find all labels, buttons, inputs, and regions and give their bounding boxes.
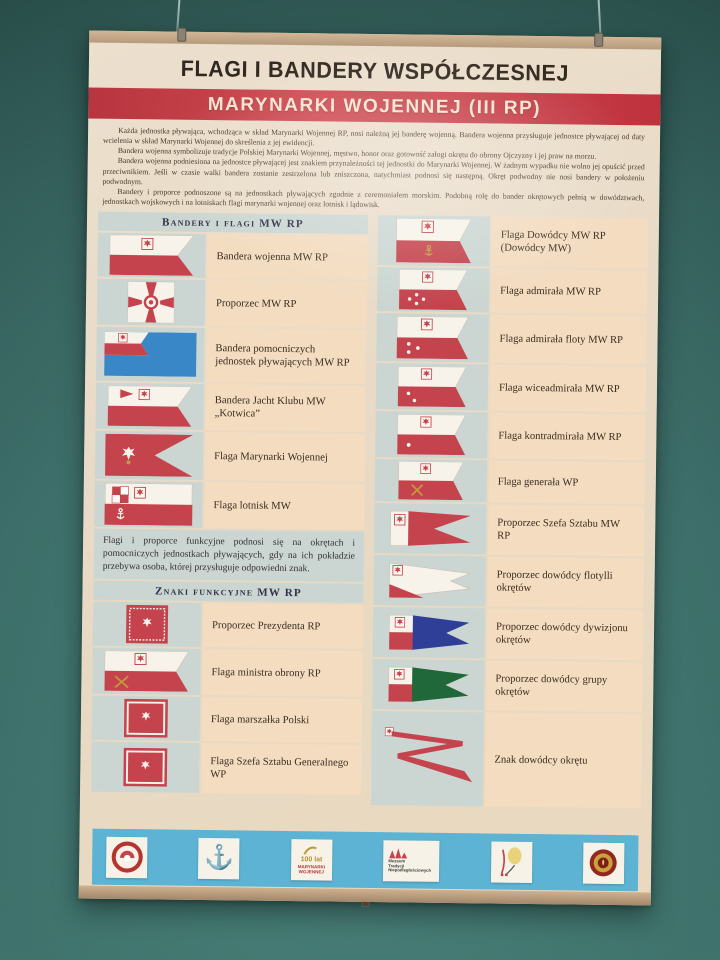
table-row: Proporzec dowódcy grupy okrętów — [372, 659, 643, 713]
navy-flags-poster: FLAGI I BANDERY WSPÓŁCZESNEJ MARYNARKI W… — [78, 27, 662, 908]
flag-label: Flaga lotnisk MW — [204, 482, 365, 531]
flag-label: Proporzec dowódcy dywizjonu okrętów — [486, 608, 644, 661]
table-row: Bandera wojenna MW RP — [97, 232, 368, 281]
flag-label: Flaga ministra obrony RP — [202, 649, 363, 698]
flag-label: Proporzec MW RP — [206, 280, 368, 329]
logo-100-line3: WOJENNEJ — [298, 869, 324, 875]
admiral-of-fleet-three-stars-flag-icon — [376, 313, 489, 363]
flag-label: Flaga generała WP — [488, 460, 646, 505]
table-row: Znak dowódcy okrętu — [370, 711, 643, 809]
poster-clip-top-left — [177, 27, 187, 42]
group-commander-green-pennant-icon — [372, 659, 485, 711]
flag-label: Flaga wiceadmirała MW RP — [489, 364, 647, 413]
flag-label: Znak dowódcy okrętu — [484, 712, 643, 809]
table-row: Bandera pomocniczych jednostek pływający… — [96, 326, 367, 385]
table-row: Flaga admirała MW RP — [376, 267, 648, 315]
museum-logo-icon: Muzeum Tradycji Niepodległościowych — [383, 839, 440, 882]
general-crossed-batons-flag-icon — [374, 459, 488, 503]
table-row: Proporzec dowódcy flotylli okrętów — [373, 555, 644, 609]
president-square-jack-icon — [92, 601, 202, 648]
table-row: Flaga Marynarki Wojennej — [94, 430, 366, 483]
flag-label: Bandera wojenna MW RP — [207, 234, 368, 281]
flag-label: Proporzec Szefa Sztabu MW RP — [487, 504, 645, 557]
right-column: Flaga Dowódcy MW RP (Dowódcy MW) Flaga a… — [370, 215, 649, 810]
logo-100-line1: 100 lat — [300, 855, 323, 864]
ship-commander-zigzag-streamer-icon — [370, 711, 485, 807]
poster-subtitle: MARYNARKI WOJENNEJ (III RP) — [207, 93, 542, 119]
flag-label: Bandera pomocniczych jednostek pływający… — [206, 328, 367, 385]
flag-label: Flaga marszałka Polski — [201, 697, 363, 744]
poster-subtitle-band: MARYNARKI WOJENNEJ (III RP) — [88, 87, 661, 126]
table-row: Flaga wiceadmirała MW RP — [375, 363, 647, 413]
museum-logo-line3: Niepodległościowych — [388, 867, 432, 874]
flag-tables: Bandery i flagi MW RP Bandera wojenna MW… — [91, 211, 649, 811]
navy-swallowtail-flag-icon — [94, 430, 204, 481]
poster-top-rail — [89, 30, 662, 50]
table-row: Proporzec Prezydenta RP — [92, 601, 364, 650]
yacht-club-kotwica-flag-icon — [95, 382, 205, 431]
table-row: Flaga kontradmirała MW RP — [375, 411, 646, 461]
naval-airfield-flag-icon — [94, 480, 203, 529]
poster-clip-top-right — [594, 32, 604, 47]
table-row: Proporzec Szefa Sztabu MW RP — [373, 503, 645, 557]
rear-admiral-one-star-flag-icon — [375, 411, 488, 459]
chief-of-staff-red-pennant-icon — [373, 503, 487, 555]
gold-crown-anchor-emblem-logo-icon: ⚓ — [198, 837, 240, 879]
table-row: Flaga lotnisk MW — [94, 480, 365, 531]
vice-admiral-two-stars-flag-icon — [375, 363, 489, 411]
poster-title: FLAGI I BANDERY WSPÓŁCZESNEJ — [180, 56, 570, 86]
naval-jack-cross-flag-icon — [96, 278, 206, 327]
balloon-curve-logo-icon — [490, 841, 533, 883]
table-row: Proporzec MW RP — [96, 278, 368, 329]
table-row: Proporzec dowódcy dywizjonu okrętów — [372, 607, 644, 661]
flag-label: Proporzec Prezydenta RP — [202, 603, 364, 650]
flag-label: Proporzec dowódcy flotylli okrętów — [487, 556, 644, 609]
table-row: Flaga generała WP — [374, 459, 646, 505]
table-row: Bandera Jacht Klubu MW „Kotwica” — [95, 382, 366, 433]
marshal-of-poland-flag-icon — [91, 695, 201, 742]
round-red-naval-seal-logo-icon — [105, 836, 148, 878]
admiral-four-stars-flag-icon — [376, 267, 490, 313]
navy-commander-anchor-flag-icon — [377, 215, 491, 267]
division-commander-blue-pennant-icon — [372, 607, 486, 659]
flag-label: Flaga admirała floty MW RP — [490, 314, 647, 365]
flag-label: Flaga admirała MW RP — [490, 268, 648, 315]
functional-flags-note: Flagi i proporce funkcyjne podnosi się n… — [93, 528, 365, 583]
flag-label: Bandera Jacht Klubu MW „Kotwica” — [205, 384, 366, 433]
dark-red-round-seal-logo-icon — [582, 842, 625, 884]
flag-label: Proporzec dowódcy grupy okrętów — [486, 660, 643, 713]
left-column: Bandery i flagi MW RP Bandera wojenna MW… — [91, 211, 369, 807]
flag-label: Flaga kontradmirała MW RP — [489, 412, 646, 461]
war-ensign-flag-icon — [97, 232, 206, 279]
defence-minister-flag-icon — [92, 647, 201, 696]
auxiliary-vessels-blue-flag-icon — [96, 326, 205, 383]
table-row: Flaga ministra obrony RP — [92, 647, 363, 698]
flag-label: Flaga Dowódcy MW RP (Dowódcy MW) — [491, 216, 649, 269]
flag-label: Flaga Marynarki Wojennej — [204, 432, 366, 483]
table-row: Flaga Dowódcy MW RP (Dowódcy MW) — [377, 215, 649, 269]
footer-logo-band: ⚓ 100 lat MARYNARKI WOJENNEJ Muzeum Trad… — [91, 828, 639, 892]
left-table-header-2: Znaki funkcyjne MW RP — [93, 580, 364, 604]
table-row: Flaga marszałka Polski — [91, 695, 363, 744]
flag-label: Flaga Szefa Sztabu Generalnego WP — [201, 743, 362, 796]
intro-text: Każda jednostka pływająca, wchodząca w s… — [102, 126, 645, 214]
table-row: Flaga admirała floty MW RP — [376, 313, 647, 365]
flotilla-commander-white-pennant-icon — [373, 555, 486, 607]
table-row: Flaga Szefa Sztabu Generalnego WP — [91, 741, 362, 796]
100-years-navy-logo-icon: 100 lat MARYNARKI WOJENNEJ — [290, 838, 333, 881]
chief-of-general-staff-flag-icon — [91, 741, 200, 794]
left-table-header: Bandery i flagi MW RP — [97, 211, 369, 235]
